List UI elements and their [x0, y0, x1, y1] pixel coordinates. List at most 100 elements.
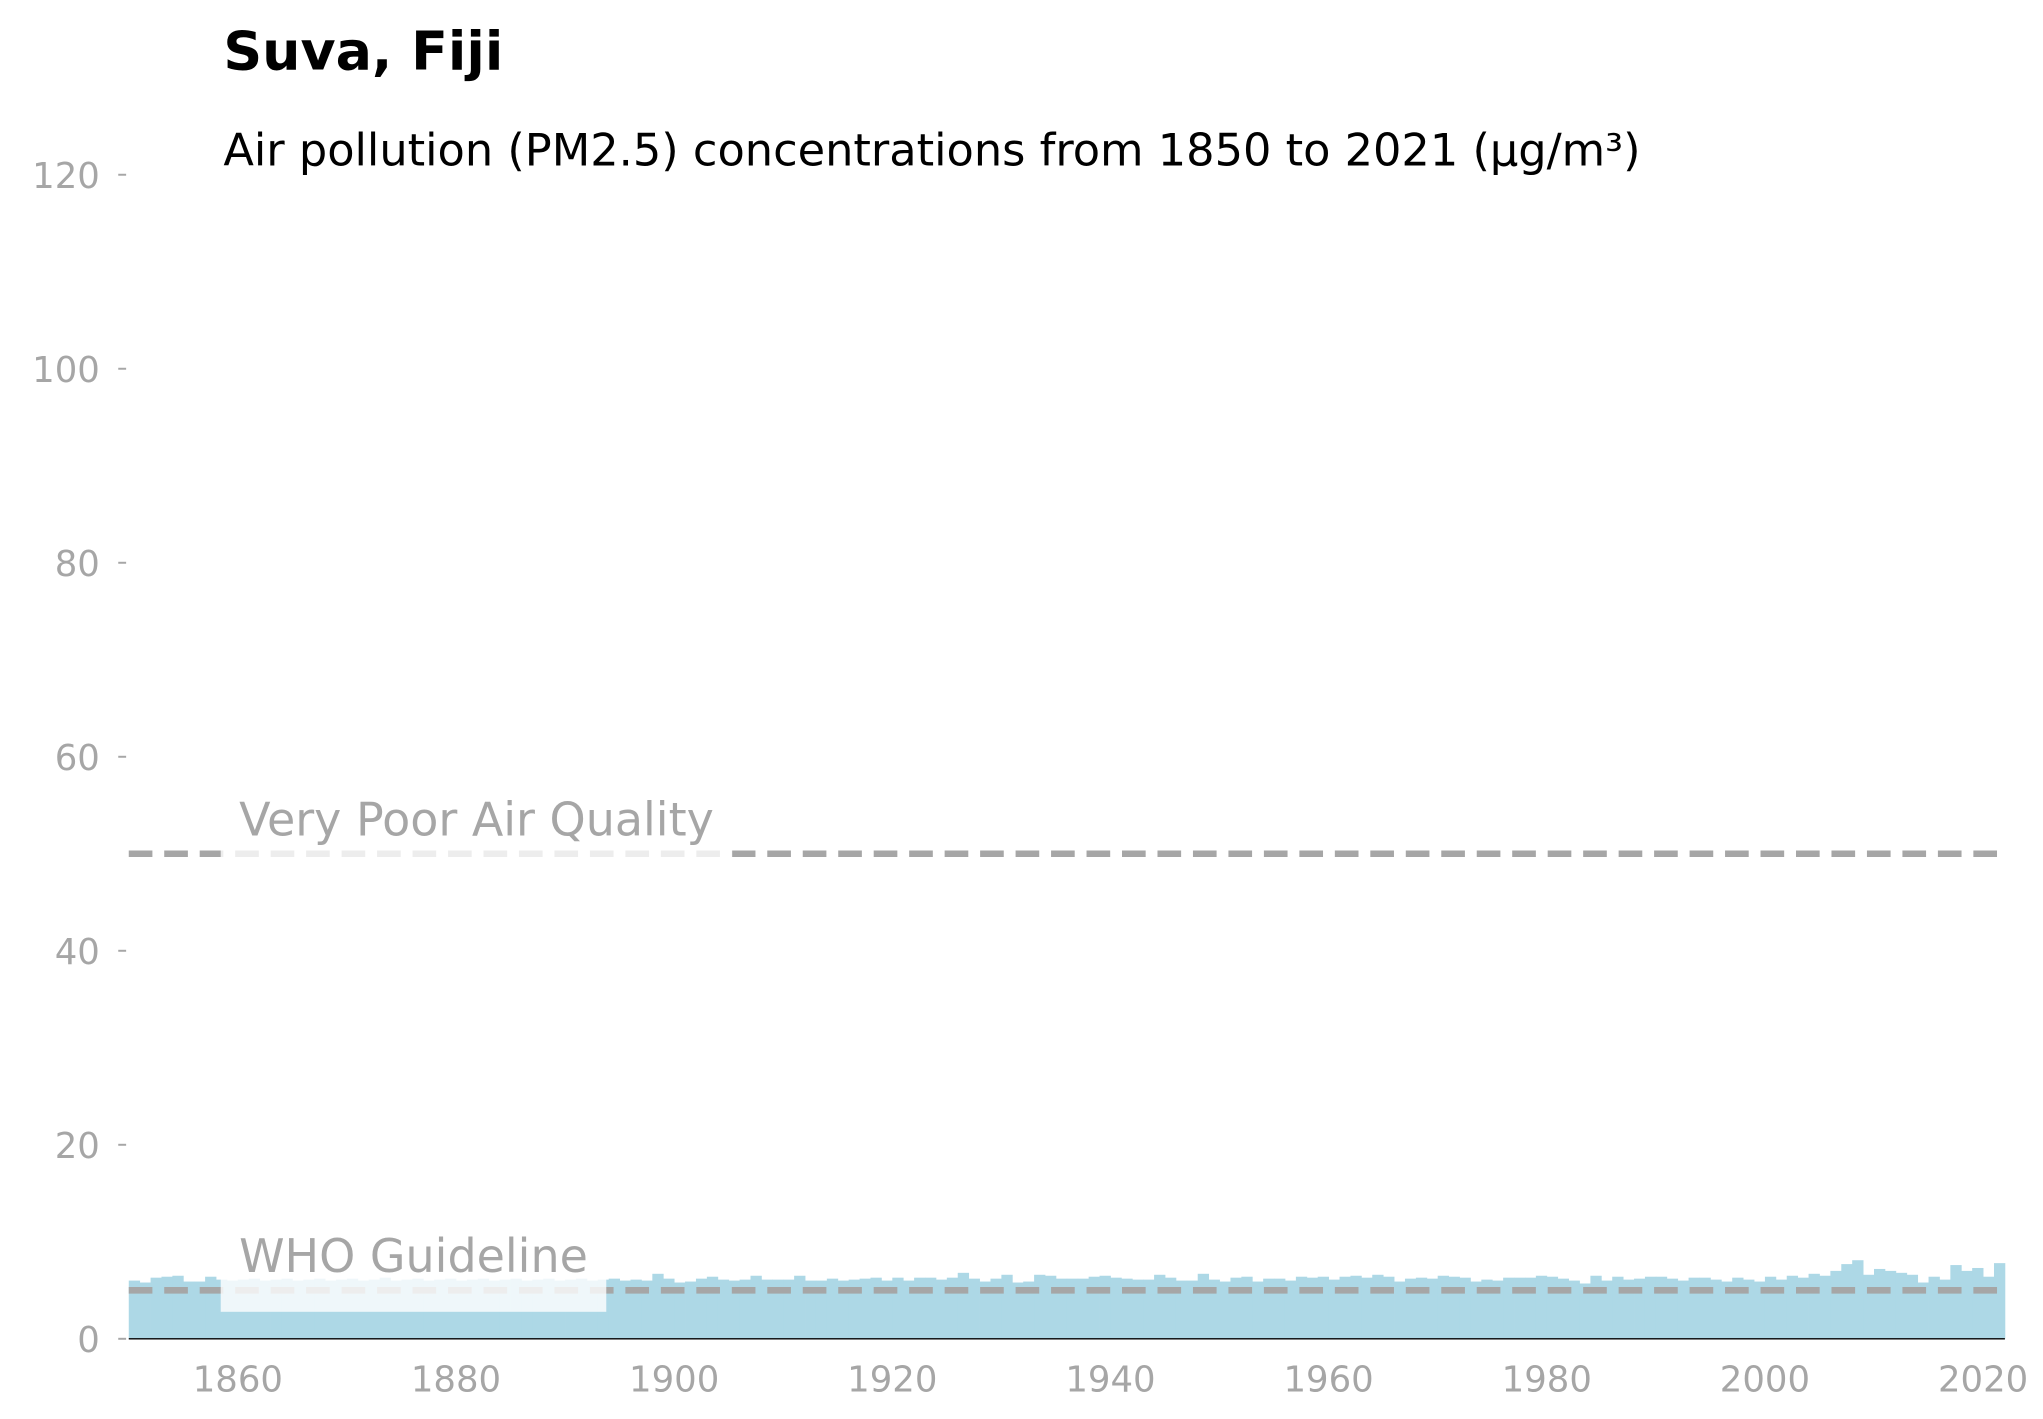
bar [652, 1273, 664, 1339]
x-tick-label: 1940 [1065, 1359, 1155, 1400]
bar [1863, 1274, 1875, 1339]
bar [1317, 1276, 1330, 1339]
bar [1786, 1275, 1799, 1339]
bar [957, 1272, 970, 1339]
bar [1514, 1277, 1526, 1339]
bar [183, 1281, 195, 1339]
y-tick-label: 100 [32, 350, 100, 391]
bar [1928, 1276, 1940, 1339]
reference-label: Very Poor Air Quality [239, 792, 714, 846]
bar [1568, 1280, 1580, 1339]
bar [1699, 1277, 1711, 1339]
bar [630, 1279, 642, 1339]
bar [1186, 1280, 1199, 1339]
bar [1274, 1278, 1286, 1339]
bar [837, 1280, 850, 1339]
bar [1437, 1275, 1449, 1339]
bar [1110, 1277, 1122, 1339]
bar [194, 1281, 206, 1339]
bar [1459, 1277, 1471, 1339]
reference-label: WHO Guideline [239, 1229, 588, 1283]
bar [1797, 1277, 1809, 1339]
bar [1590, 1275, 1602, 1339]
bar [1939, 1279, 1951, 1339]
bar [685, 1281, 697, 1339]
bar [772, 1279, 784, 1339]
bar [1906, 1274, 1919, 1339]
bar [1961, 1270, 1973, 1339]
bar [1710, 1279, 1722, 1339]
bar [1503, 1277, 1515, 1339]
bar [1361, 1277, 1373, 1339]
bar [1557, 1278, 1569, 1339]
x-tick-label: 1980 [1502, 1359, 1592, 1400]
bar [1012, 1282, 1024, 1339]
bar [1623, 1279, 1635, 1339]
bar [1677, 1280, 1689, 1339]
bar [1055, 1278, 1068, 1339]
bar [859, 1278, 871, 1339]
bar [783, 1279, 795, 1339]
bar [619, 1280, 631, 1339]
bar [1448, 1276, 1460, 1339]
bar [1372, 1274, 1384, 1339]
bar [674, 1282, 686, 1339]
bar [1001, 1274, 1013, 1339]
bar [1470, 1281, 1482, 1339]
bar [1426, 1278, 1439, 1339]
bar [935, 1279, 948, 1339]
bar [1415, 1277, 1428, 1339]
y-tick-label: 40 [55, 932, 100, 973]
y-tick-label: 120 [32, 156, 100, 197]
bar [1077, 1278, 1090, 1339]
bar [1164, 1277, 1177, 1339]
bar [925, 1277, 937, 1339]
bar [826, 1278, 839, 1339]
bar [815, 1280, 828, 1339]
bar [1524, 1277, 1537, 1339]
bar [968, 1278, 980, 1339]
bar [1295, 1276, 1308, 1339]
bar [1612, 1276, 1624, 1339]
bar [1732, 1277, 1744, 1339]
bar [739, 1279, 751, 1339]
bar [1895, 1272, 1908, 1339]
bar [990, 1278, 1002, 1339]
bar [1579, 1283, 1591, 1339]
x-tick-label: 1880 [411, 1359, 501, 1400]
x-tick-label: 2020 [1938, 1359, 2028, 1400]
x-tick-label: 1960 [1283, 1359, 1373, 1400]
bar [1197, 1273, 1210, 1339]
bar [1874, 1268, 1886, 1339]
bar [1023, 1281, 1035, 1339]
bar [1841, 1264, 1853, 1339]
bar [1655, 1276, 1668, 1339]
x-tick-label: 1860 [193, 1359, 283, 1400]
bar [172, 1275, 184, 1339]
label-box [220, 787, 733, 876]
y-tick-label: 80 [55, 544, 100, 585]
bar [914, 1277, 926, 1339]
bar [979, 1281, 991, 1339]
bar [794, 1275, 806, 1339]
bar [892, 1277, 904, 1339]
bar [1775, 1279, 1788, 1339]
bar [1601, 1280, 1613, 1339]
bar [1284, 1280, 1297, 1339]
bar [1045, 1275, 1057, 1339]
bar [139, 1282, 151, 1339]
bar [1208, 1279, 1220, 1339]
bar [1917, 1282, 1929, 1339]
bar [1230, 1277, 1242, 1339]
bar [1306, 1277, 1319, 1339]
bar [1634, 1278, 1646, 1339]
bar [761, 1279, 773, 1339]
bar [1088, 1276, 1100, 1339]
bar [1143, 1279, 1155, 1339]
bar [1819, 1275, 1831, 1339]
bar [1666, 1278, 1679, 1339]
bar [695, 1278, 708, 1339]
bar [1263, 1278, 1275, 1339]
bar [205, 1276, 217, 1339]
x-tick-label: 1920 [847, 1359, 937, 1400]
